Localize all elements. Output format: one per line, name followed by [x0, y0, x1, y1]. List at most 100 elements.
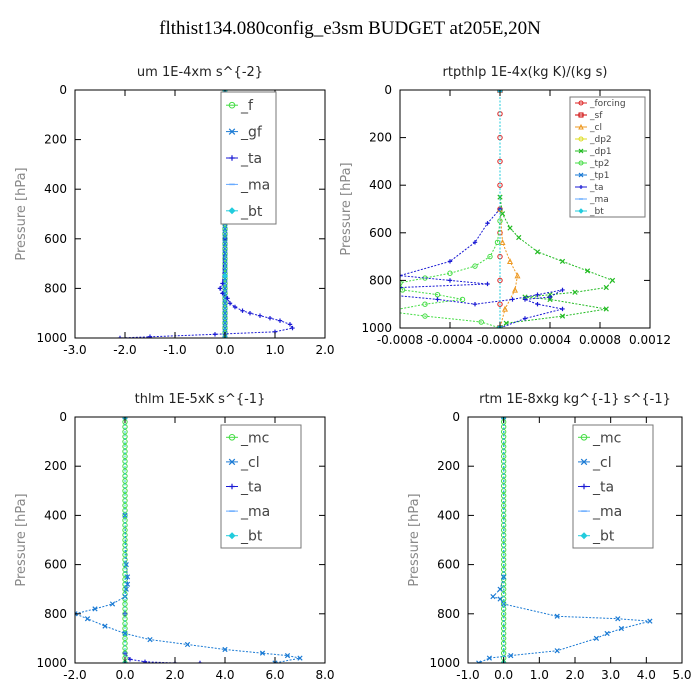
y-tick-label: 600 [44, 232, 67, 246]
marker-point [472, 263, 478, 269]
marker-point [578, 100, 584, 106]
x-tick-label: -0.0000 [477, 333, 523, 347]
marker-point [257, 313, 263, 318]
marker-point [490, 593, 496, 600]
marker-point [123, 561, 129, 568]
legend: _forcing _sf _cl _dp2 _dp1 _tp2 _tp1 _ta _ma _bt [569, 96, 646, 218]
y-tick-label: 1000 [36, 331, 67, 345]
marker-point [102, 623, 108, 629]
y-tick-label: 400 [369, 178, 392, 192]
legend-label: _ma [240, 504, 270, 520]
marker-point [122, 630, 128, 637]
panel-title: thlm 1E-5xK s^{-1} [135, 392, 266, 407]
marker-point [485, 221, 490, 226]
marker-point [497, 90, 503, 93]
marker-point [247, 311, 253, 316]
marker-point [486, 655, 493, 661]
marker-point [422, 313, 428, 319]
marker-point [222, 273, 228, 279]
marker-point [500, 429, 507, 435]
marker-point [122, 453, 128, 460]
marker-point [507, 225, 513, 231]
marker-point [124, 574, 131, 580]
legend-label: _bt [589, 207, 604, 217]
chart-panel-4: rtm 1E-8xkg kg^{-1} s^{-1} Pressure [hPa]… [407, 392, 692, 682]
marker-point [117, 335, 123, 338]
marker-point [603, 306, 609, 312]
marker-point [422, 301, 428, 307]
marker-point [228, 532, 236, 540]
marker-point [222, 251, 228, 257]
y-axis-label: Pressure [hPa] [339, 162, 354, 255]
series-line-cl [499, 208, 519, 328]
y-axis-label: Pressure [hPa] [14, 493, 29, 586]
marker-point [459, 296, 466, 303]
marker-point [560, 287, 565, 293]
marker-point [547, 294, 553, 300]
y-tick-label: 200 [369, 131, 392, 145]
y-tick-label: 800 [437, 607, 460, 621]
y-tick-label: 0 [384, 83, 392, 97]
y-tick-label: 200 [44, 133, 67, 147]
marker-point [560, 306, 565, 312]
marker-point [212, 332, 218, 337]
marker-point [385, 309, 389, 313]
marker-point [228, 434, 236, 441]
y-tick-label: 1000 [361, 321, 392, 335]
marker-point [500, 611, 507, 617]
legend-label: _f [240, 98, 254, 114]
marker-point [500, 478, 507, 484]
marker-point [534, 249, 541, 255]
marker-point [581, 483, 587, 490]
figure-title: flthist134.080config_e3sm BUDGET at205E,… [159, 18, 541, 39]
legend-label: _gf [240, 125, 263, 141]
marker-point [228, 128, 236, 135]
marker-point [400, 273, 403, 278]
marker-point [514, 272, 521, 279]
y-tick-label: 400 [44, 508, 67, 522]
marker-point [228, 101, 236, 109]
x-tick-label: 2.0 [565, 668, 584, 682]
legend: _f _gf _ta _ma _bt [220, 91, 277, 225]
y-axis-label: Pressure [hPa] [14, 167, 29, 260]
marker-point [220, 281, 225, 286]
marker-point [580, 434, 588, 441]
marker-point [84, 616, 91, 622]
marker-point [593, 635, 600, 642]
marker-point [535, 302, 540, 307]
marker-point [554, 613, 560, 619]
marker-point [124, 581, 131, 587]
marker-point [122, 552, 128, 558]
marker-point [447, 278, 453, 283]
marker-point [580, 532, 588, 540]
marker-point [584, 268, 591, 274]
y-tick-label: 200 [437, 459, 460, 473]
x-tick-label: 3.0 [601, 668, 620, 682]
marker-point [92, 606, 98, 612]
x-tick-label: -2.0 [113, 343, 136, 357]
marker-point [578, 160, 584, 166]
marker-point [535, 292, 540, 297]
y-tick-label: 600 [437, 558, 460, 572]
x-tick-label: 0.0004 [529, 333, 571, 347]
marker-point [476, 660, 482, 663]
marker-point [501, 574, 507, 580]
y-tick-label: 800 [369, 273, 392, 287]
marker-point [435, 297, 440, 302]
marker-point [228, 207, 236, 215]
x-tick-label: 2.0 [165, 668, 184, 682]
series-line-cl [75, 417, 301, 663]
plot-frame [399, 89, 651, 329]
marker-point [578, 136, 584, 142]
marker-point [229, 483, 235, 490]
marker-point [222, 320, 228, 326]
marker-point [522, 294, 528, 300]
marker-point [109, 601, 116, 607]
x-tick-label: 4.0 [637, 668, 656, 682]
marker-point [123, 586, 129, 592]
marker-point [603, 284, 609, 291]
y-tick-label: 0 [452, 410, 460, 424]
y-tick-label: 400 [44, 182, 67, 196]
marker-point [500, 453, 507, 460]
marker-point [232, 304, 238, 310]
